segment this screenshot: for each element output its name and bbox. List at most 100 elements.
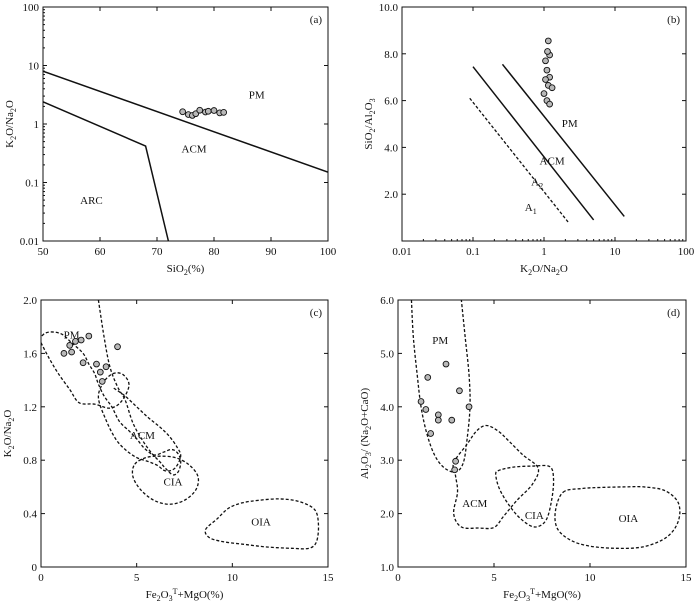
sample-point [196, 106, 204, 114]
panel-label: (d) [667, 307, 680, 319]
field-boundary [501, 63, 625, 217]
field-label: OIA [251, 517, 271, 529]
y-tick-label: 0.01 [20, 236, 39, 248]
sample-point [210, 107, 218, 114]
x-tick-label: 100 [320, 246, 337, 258]
y-tick-label: 100 [23, 2, 40, 14]
sample-point [543, 66, 551, 74]
sample-point [85, 332, 93, 340]
field-label: ACM [462, 498, 487, 510]
x-tick-label: 10 [227, 572, 239, 584]
x-tick-label: 70 [152, 246, 164, 258]
x-axis-title: Fe2O3T+MgO(%) [503, 587, 581, 603]
x-axis-title: K2O/Na2O [520, 263, 568, 277]
sample-point [179, 108, 187, 116]
y-axis-title: Al2O3/ (Na2O+CaO) [359, 388, 373, 480]
x-tick-label: 15 [323, 572, 335, 584]
y-tick-label: 4.0 [380, 402, 394, 414]
panel-d: 0 5 10 15 1.0 2.0 3.0 4.0 5.0 6.0 Fe2O3T+MgO(%) Al2… [359, 295, 692, 603]
sample-point [72, 338, 79, 345]
field-boundary [452, 424, 540, 530]
plot-frame [397, 299, 687, 568]
field-boundary [43, 70, 328, 173]
sample-point [417, 398, 425, 405]
sample-point [422, 406, 430, 413]
field-boundaries [41, 300, 320, 550]
x-axis-title: SiO2(%) [167, 263, 205, 277]
x-tick-label: 5 [491, 572, 497, 584]
sample-point [98, 378, 106, 385]
sample-point [427, 430, 434, 437]
field-boundaries [469, 63, 625, 223]
x-tick-label: 10 [585, 572, 597, 584]
sample-point [452, 457, 459, 465]
sample-point [220, 109, 228, 116]
field-boundary [41, 300, 182, 476]
sample-point [540, 90, 548, 97]
y-tick-label: 10.0 [379, 2, 399, 14]
panel-c: 0 5 10 15 0 0.4 0.8 1.2 1.6 2.0 Fe2O3T+MgO(%) K2O/N… [2, 295, 334, 603]
sample-point [544, 48, 551, 55]
field-boundary [204, 498, 320, 550]
field-label: CIA [164, 477, 183, 489]
field-label: ARC [80, 195, 103, 207]
y-axis-title: K2O/Na2O [4, 100, 18, 148]
x-tick-label: 5 [134, 572, 140, 584]
y-tick-label: 6.0 [384, 96, 398, 108]
y-tick-label: 0.8 [23, 455, 37, 467]
sample-point [79, 359, 87, 367]
field-label: ACM [540, 155, 565, 167]
sample-point [434, 416, 442, 424]
y-tick-label: 5.0 [380, 348, 394, 360]
x-tick-label: 1 [541, 246, 547, 258]
sample-point [114, 343, 121, 351]
field-label: CIA [525, 510, 544, 522]
field-label: ACM [182, 144, 207, 156]
x-axis-title: Fe2O3T+MgO(%) [146, 587, 224, 603]
field-boundary [131, 455, 200, 505]
sample-point [66, 342, 74, 349]
x-tick-label: 0.01 [392, 246, 411, 258]
panel-label: (c) [310, 307, 323, 319]
sample-point [77, 336, 85, 344]
sample-point [60, 350, 68, 357]
field-label: OIA [619, 513, 639, 525]
sample-point [542, 76, 549, 83]
y-tick-label: 2.0 [384, 189, 398, 201]
sample-point [548, 84, 556, 92]
y-axis-title: K2O/Na2O [2, 410, 16, 458]
x-tick-label: 100 [678, 246, 695, 258]
field-label: PM [249, 89, 265, 101]
x-tick-label: 80 [209, 246, 221, 258]
field-boundary [554, 485, 681, 550]
y-tick-label: 2.0 [23, 295, 37, 307]
field-boundary [469, 97, 569, 223]
sample-point [542, 57, 549, 65]
panel-a: 50 60 70 80 90 100 0.01 0.1 1 10 100 SiO2(%) K2O/Na2… [4, 2, 337, 277]
y-tick-label: 1.2 [23, 402, 37, 414]
y-tick-label: 4.0 [384, 142, 398, 154]
field-boundary [494, 464, 555, 528]
field-boundaries [410, 300, 681, 550]
field-label: ACM [130, 430, 155, 442]
y-tick-label: 0.4 [23, 509, 37, 521]
y-tick-label: 2.0 [380, 509, 394, 521]
x-tick-label: 0.1 [466, 246, 480, 258]
y-tick-label: 8.0 [384, 49, 398, 61]
sample-point [442, 360, 450, 368]
x-tick-label: 50 [38, 246, 50, 258]
field-boundary [43, 101, 170, 241]
x-tick-label: 90 [266, 246, 278, 258]
sample-point [451, 466, 458, 474]
field-boundaries [43, 70, 328, 241]
field-boundary [41, 342, 182, 472]
plot-frame [40, 299, 329, 568]
sample-point [424, 374, 432, 381]
y-tick-label: 10 [28, 61, 40, 73]
field-boundary [410, 300, 471, 473]
x-tick-label: 15 [681, 572, 693, 584]
x-tick-label: 10 [610, 246, 622, 258]
sample-point [448, 416, 456, 424]
sample-point [546, 100, 553, 108]
